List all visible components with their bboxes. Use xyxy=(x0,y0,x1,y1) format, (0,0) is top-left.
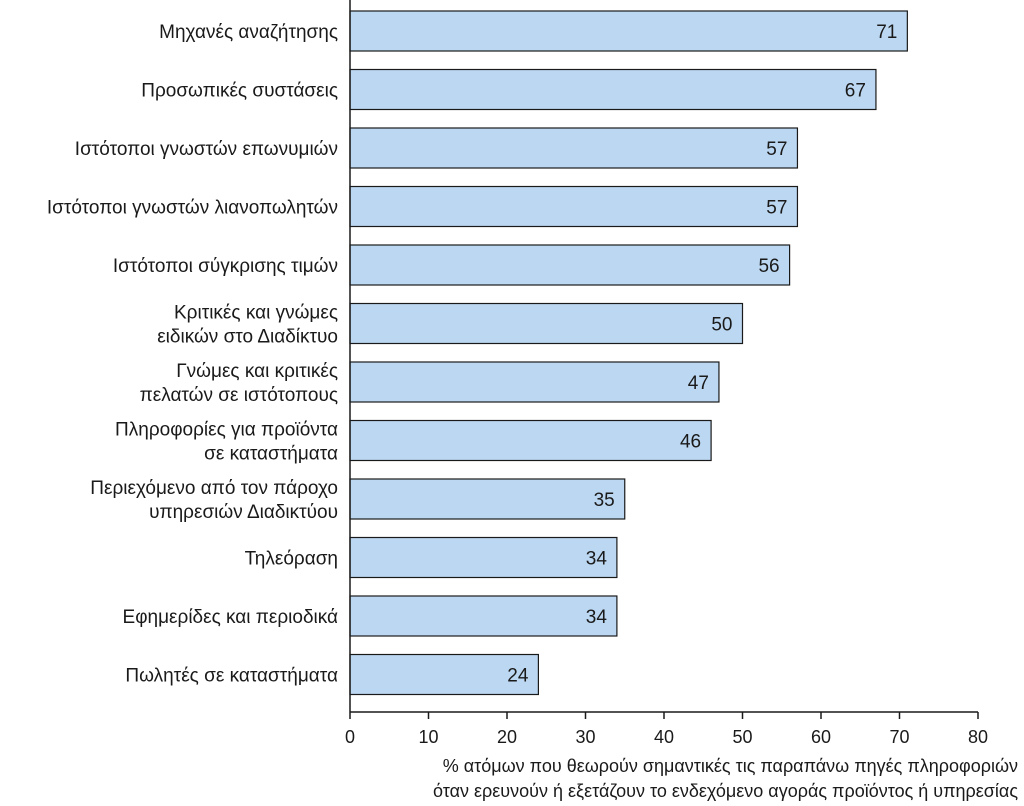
category-label: Τηλεόραση xyxy=(245,549,338,570)
bar xyxy=(349,419,712,462)
category-label: ειδικών στο Διαδίκτυο xyxy=(157,327,338,348)
bar xyxy=(349,302,744,345)
category-label: Μηχανές αναζήτησης xyxy=(159,22,338,43)
category-label: Κριτικές και γνώμες xyxy=(174,303,338,324)
bar-value-label: 57 xyxy=(766,139,787,160)
bar-value-label: 67 xyxy=(845,81,866,102)
x-tick-label: 0 xyxy=(345,727,355,747)
bar xyxy=(349,244,791,286)
category-label: Πωλητές σε καταστήματα xyxy=(125,666,338,687)
x-tick-label: 80 xyxy=(968,727,988,747)
bar-value-label: 35 xyxy=(594,490,615,511)
bar-value-label: 57 xyxy=(766,198,787,219)
bar-value-label: 24 xyxy=(507,666,529,687)
bar-value-label: 47 xyxy=(688,373,709,394)
x-tick-label: 10 xyxy=(418,727,438,747)
x-tick-label: 70 xyxy=(889,727,909,747)
category-label: Περιεχόμενο από τον πάροχο xyxy=(90,478,338,499)
bar xyxy=(349,68,877,111)
x-tick-label: 40 xyxy=(654,727,674,747)
bar-value-label: 71 xyxy=(876,22,897,43)
bar xyxy=(349,127,799,169)
x-tick-label: 50 xyxy=(732,727,752,747)
x-tick-label: 60 xyxy=(811,727,831,747)
bar xyxy=(349,361,720,403)
bar xyxy=(349,536,618,579)
bar xyxy=(349,478,626,520)
category-label: Πληροφορίες για προϊόντα xyxy=(115,420,338,441)
bar xyxy=(349,10,908,52)
x-axis-label: όταν ερευνούν ή εξετάζουν το ενδεχόμενο … xyxy=(433,781,1018,801)
bar-value-label: 50 xyxy=(711,315,732,336)
category-label: υπηρεσιών Διαδικτύου xyxy=(149,502,338,523)
bar xyxy=(349,595,618,637)
category-label: Προσωπικές συστάσεις xyxy=(141,81,338,102)
bar xyxy=(349,653,539,696)
bar-value-label: 34 xyxy=(586,607,608,628)
x-tick-label: 30 xyxy=(575,727,595,747)
category-label: σε καταστήματα xyxy=(204,444,338,465)
bar-value-label: 34 xyxy=(586,549,608,570)
x-axis-label: % ατόμων που θεωρούν σημαντικές τις παρα… xyxy=(443,756,1018,776)
category-label: Ιστότοποι σύγκρισης τιμών xyxy=(113,256,338,277)
category-label: Γνώμες και κριτικές xyxy=(176,361,338,382)
bar-value-label: 56 xyxy=(758,256,779,277)
x-tick-label: 20 xyxy=(497,727,517,747)
category-label: Ιστότοποι γνωστών επωνυμιών xyxy=(75,139,338,160)
category-label: Εφημερίδες και περιοδικά xyxy=(123,607,338,628)
bar-value-label: 46 xyxy=(680,432,701,453)
bar xyxy=(349,185,799,228)
category-label: Ιστότοποι γνωστών λιανοπωλητών xyxy=(47,198,338,219)
category-label: πελατών σε ιστότοπους xyxy=(140,385,338,406)
